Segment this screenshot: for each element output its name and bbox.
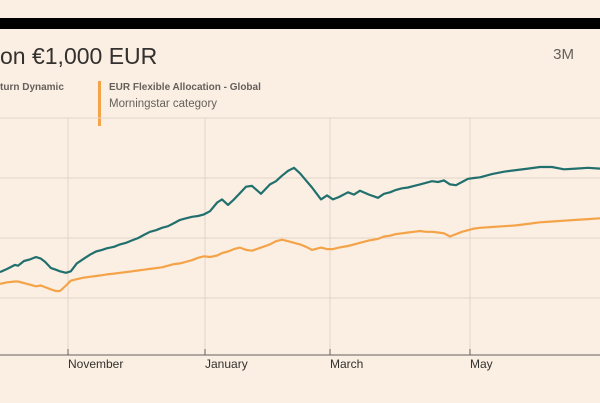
series-line-1 — [0, 217, 600, 293]
legend-item-category[interactable]: EUR Flexible Allocation - Global Morning… — [109, 82, 261, 110]
legend-fund-label: turn Dynamic — [0, 82, 64, 93]
x-tick-label-3: May — [470, 357, 493, 371]
legend-item-fund[interactable]: turn Dynamic — [0, 82, 64, 93]
chart-title: on €1,000 EUR — [0, 43, 158, 69]
legend-category-label: EUR Flexible Allocation - Global — [109, 82, 261, 93]
x-tick-label-1: January — [205, 357, 248, 371]
top-border-bar — [0, 18, 600, 29]
range-3m-button[interactable]: 3M — [553, 46, 574, 63]
legend-category-sublabel: Morningstar category — [109, 98, 218, 110]
x-tick-label-0: November — [68, 357, 123, 371]
legend-category-swatch — [98, 81, 101, 126]
series-line-0 — [0, 165, 600, 274]
x-tick-label-2: March — [330, 357, 363, 371]
